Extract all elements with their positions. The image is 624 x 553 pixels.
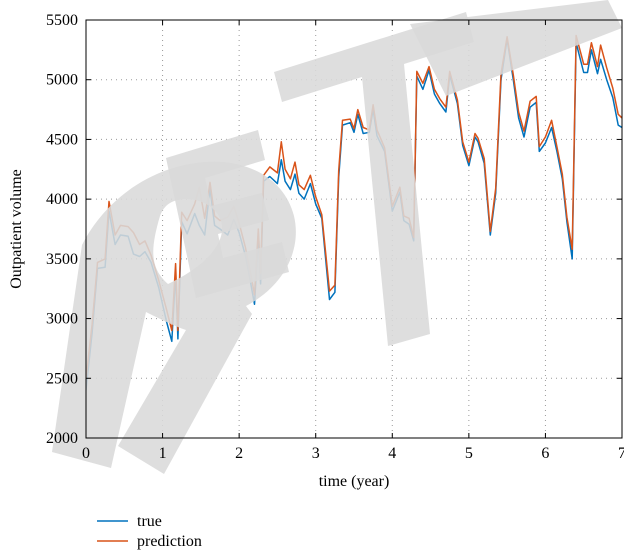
- plot-frame: [85, 19, 623, 439]
- x-tick-label: 4: [388, 445, 396, 462]
- series-group: [86, 34, 622, 391]
- y-tick-label: 4500: [46, 131, 78, 148]
- x-tick-label: 6: [541, 445, 549, 462]
- x-tick-label: 2: [235, 445, 243, 462]
- x-tick-label: 0: [82, 445, 90, 462]
- legend-label-prediction: prediction: [137, 533, 202, 550]
- y-axis: 2000 2500 3000 3500 4000 4500 5000 5500: [46, 12, 622, 447]
- series-line-true: [86, 38, 622, 391]
- x-tick-label: 1: [159, 445, 167, 462]
- y-axis-label: Outpatient volume: [8, 169, 25, 289]
- x-tick-label: 5: [465, 445, 473, 462]
- y-tick-label: 3500: [46, 251, 78, 268]
- y-tick-label: 3000: [46, 311, 78, 328]
- x-axis: 0 1 2 3 4 5 6 7: [82, 20, 624, 462]
- legend-label-true: true: [137, 513, 162, 530]
- y-tick-label: 2500: [46, 370, 78, 387]
- series-line-prediction: [86, 34, 622, 379]
- x-tick-label: 7: [618, 445, 624, 462]
- y-tick-label: 4000: [46, 191, 78, 208]
- x-axis-label: time (year): [319, 473, 390, 490]
- y-tick-label: 2000: [46, 430, 78, 447]
- retracted-watermark: [52, 0, 622, 474]
- legend: true prediction: [97, 513, 202, 550]
- x-tick-label: 3: [312, 445, 320, 462]
- y-tick-label: 5500: [46, 12, 78, 29]
- y-tick-label: 5000: [46, 72, 78, 89]
